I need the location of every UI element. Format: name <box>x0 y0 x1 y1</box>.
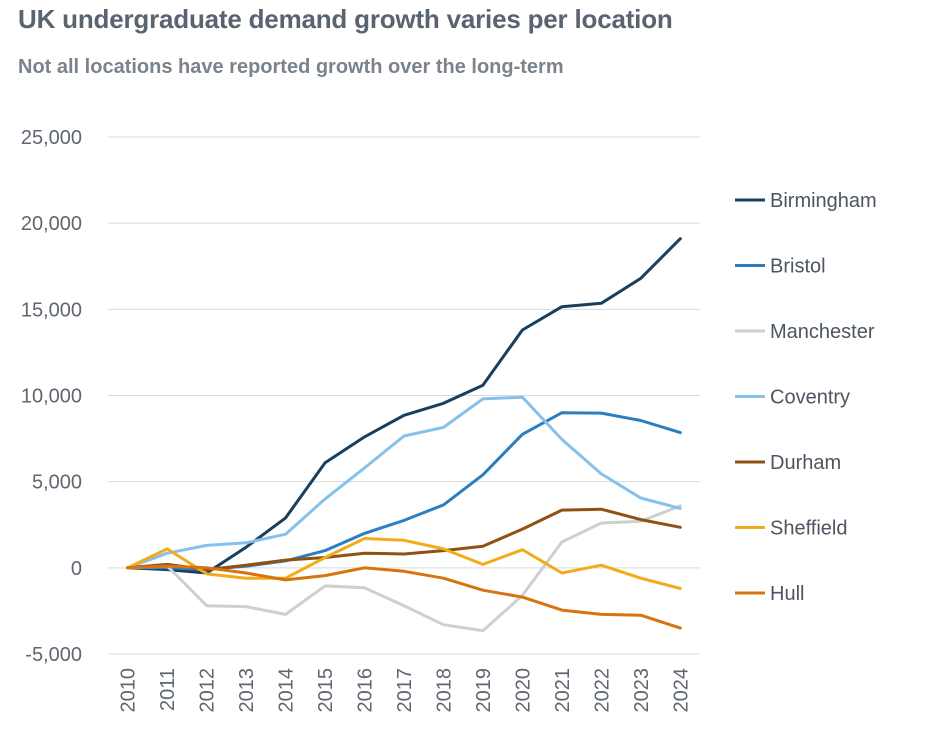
y-tick-label: -5,000 <box>25 644 82 666</box>
x-tick-label: 2023 <box>631 668 653 713</box>
y-tick-label: 0 <box>71 558 82 580</box>
chart-subtitle: Not all locations have reported growth o… <box>18 56 564 78</box>
x-tick-label: 2013 <box>236 668 258 713</box>
legend-label: Birmingham <box>770 190 877 212</box>
x-axis-ticks: 2010 2011 2012 2013 2014 2015 2016 2017 2018 2019… <box>118 668 693 713</box>
legend: Birmingham Bristol Manchester Coventry Durha… <box>735 190 877 605</box>
x-tick-label: 2021 <box>552 668 574 713</box>
y-tick-label: 20,000 <box>21 213 82 235</box>
series-line-coventry <box>126 395 682 570</box>
y-tick-label: 25,000 <box>21 127 82 149</box>
x-tick-label: 2011 <box>157 668 179 711</box>
x-tick-label: 2014 <box>276 668 298 713</box>
chart-title: UK undergraduate demand growth varies pe… <box>18 4 673 34</box>
legend-label: Durham <box>770 452 841 474</box>
y-tick-label: 5,000 <box>32 472 82 494</box>
legend-label: Sheffield <box>770 518 847 540</box>
x-tick-label: 2019 <box>473 668 495 713</box>
legend-label: Hull <box>770 583 804 605</box>
series-line-manchester <box>126 504 682 633</box>
series-line-sheffield <box>126 537 682 590</box>
series-line-hull <box>126 564 682 630</box>
legend-label: Manchester <box>770 321 875 343</box>
x-tick-label: 2012 <box>197 668 219 713</box>
x-tick-label: 2015 <box>315 668 337 713</box>
x-tick-label: 2018 <box>433 668 455 713</box>
x-tick-label: 2022 <box>591 668 613 713</box>
y-axis-ticks: -5,000 0 5,000 10,000 15,000 20,000 25,000 <box>21 127 82 666</box>
x-tick-label: 2017 <box>394 668 416 713</box>
legend-label: Bristol <box>770 256 826 278</box>
x-tick-label: 2024 <box>670 668 692 713</box>
x-tick-label: 2020 <box>512 668 534 713</box>
x-tick-label: 2016 <box>355 668 377 713</box>
series-line-birmingham <box>126 237 682 575</box>
gridlines <box>108 136 700 655</box>
legend-label: Coventry <box>770 387 850 409</box>
series-lines <box>126 237 682 633</box>
y-tick-label: 15,000 <box>21 299 82 321</box>
y-tick-label: 10,000 <box>21 386 82 408</box>
x-tick-label: 2010 <box>118 668 140 713</box>
